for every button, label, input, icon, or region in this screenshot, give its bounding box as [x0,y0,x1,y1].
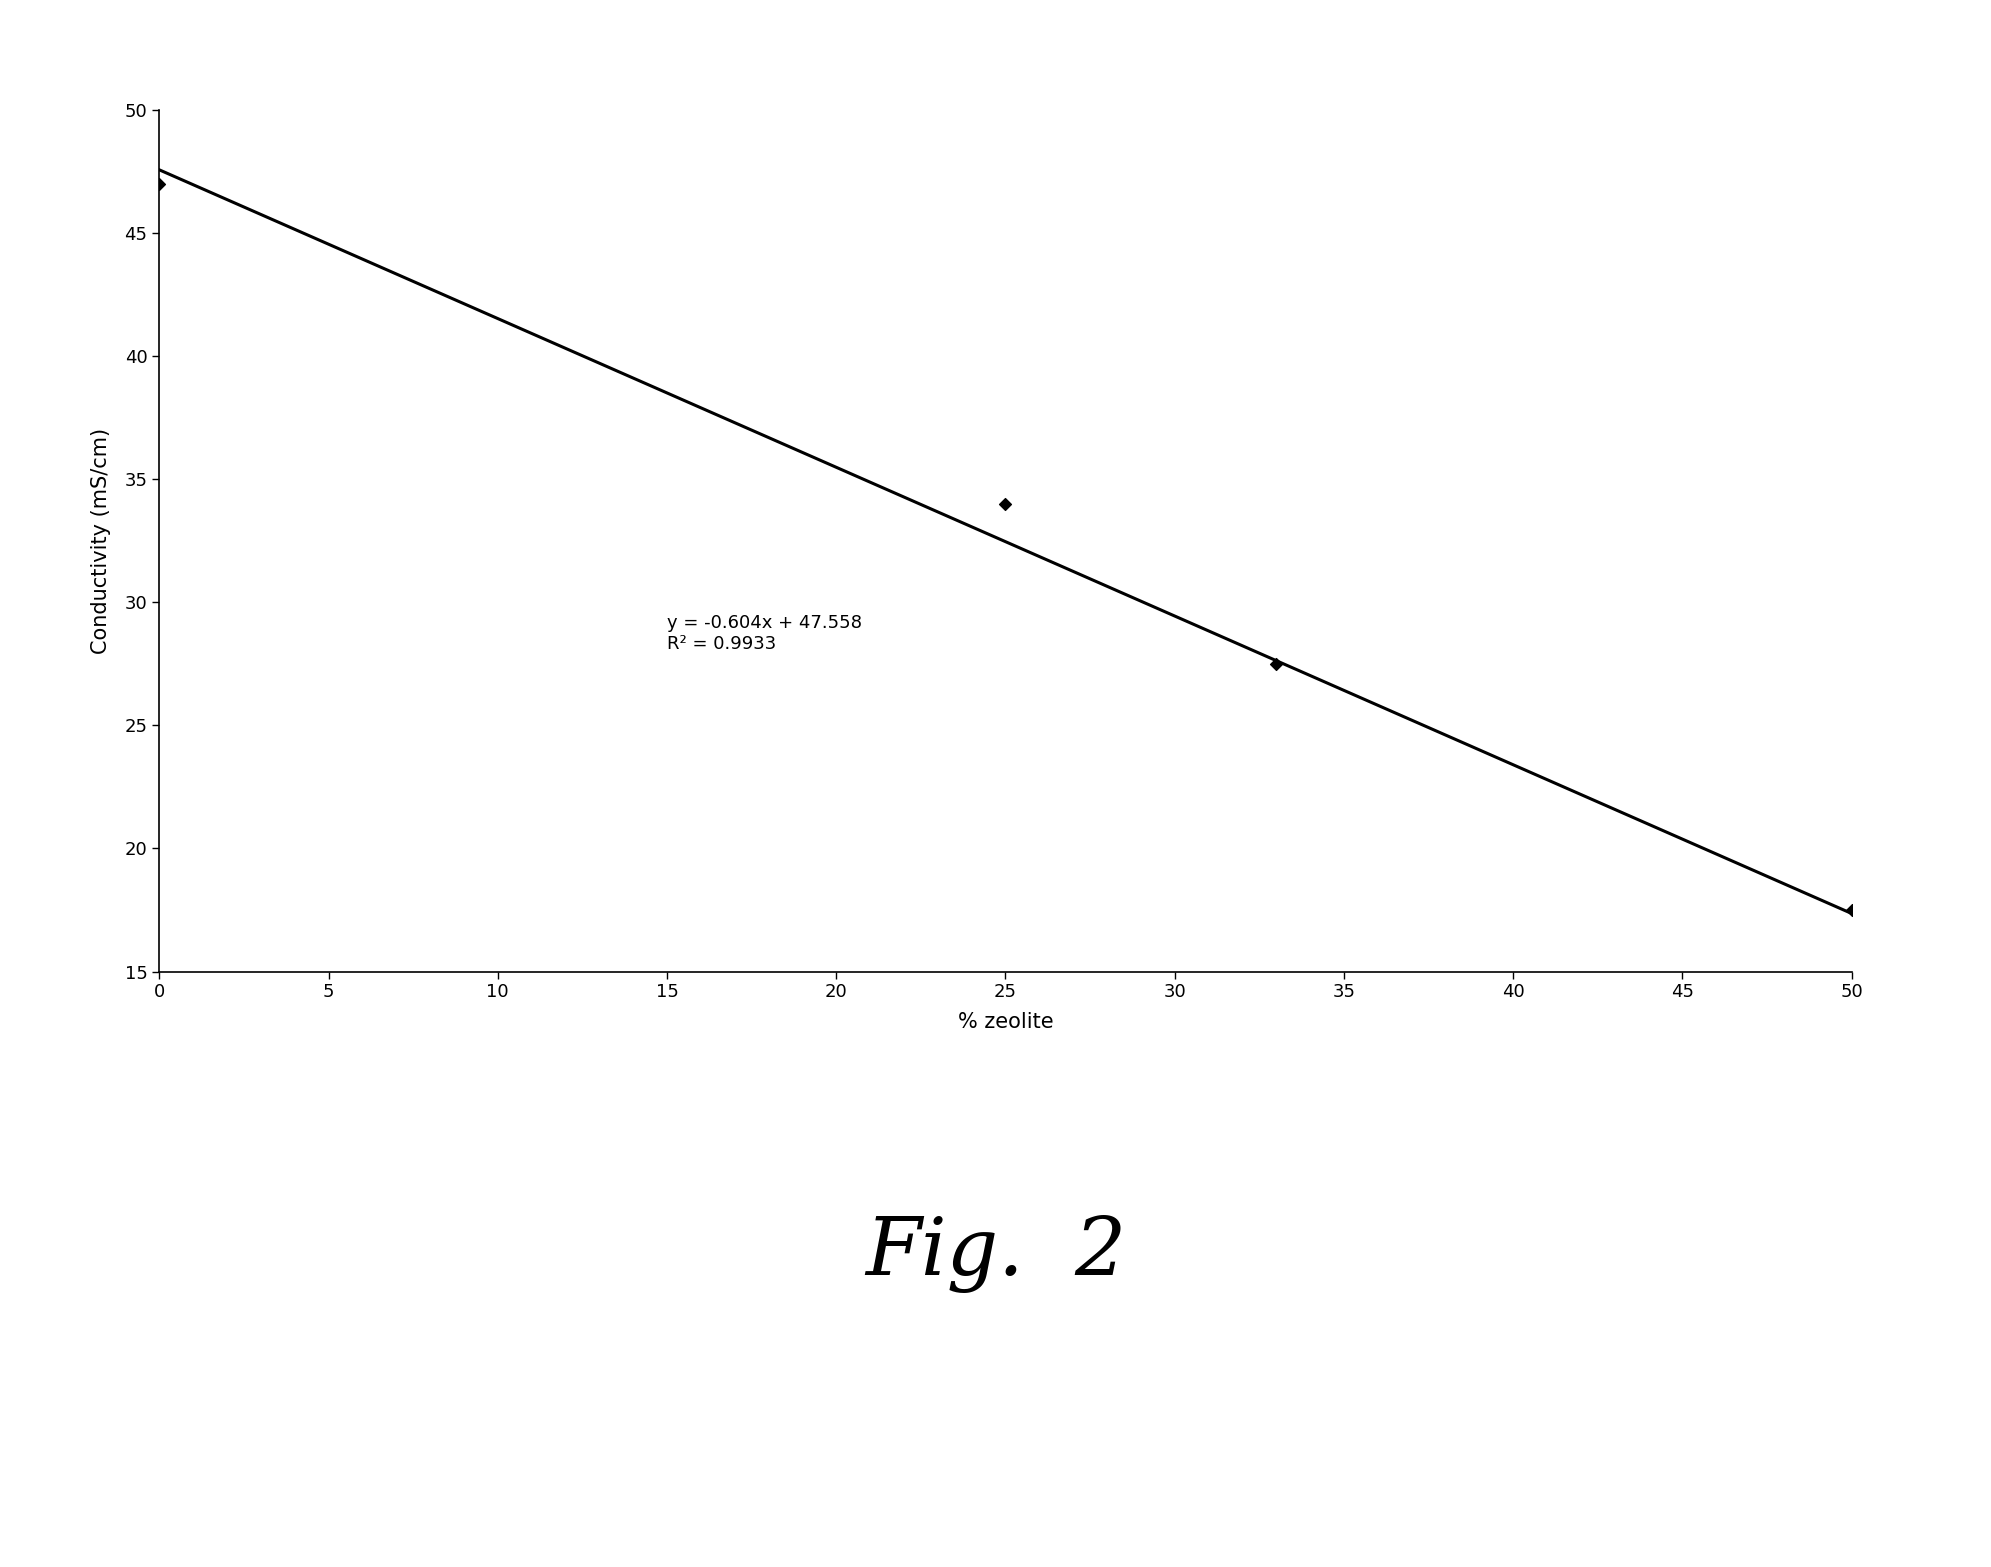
Text: Fig.  2: Fig. 2 [864,1214,1127,1293]
Point [143,171,175,196]
Point [990,490,1021,516]
X-axis label: % zeolite: % zeolite [958,1012,1053,1033]
Point [1836,898,1868,923]
Text: y = -0.604x + 47.558
R² = 0.9933: y = -0.604x + 47.558 R² = 0.9933 [667,614,862,653]
Point [1260,652,1292,677]
Y-axis label: Conductivity (mS/cm): Conductivity (mS/cm) [90,428,111,653]
